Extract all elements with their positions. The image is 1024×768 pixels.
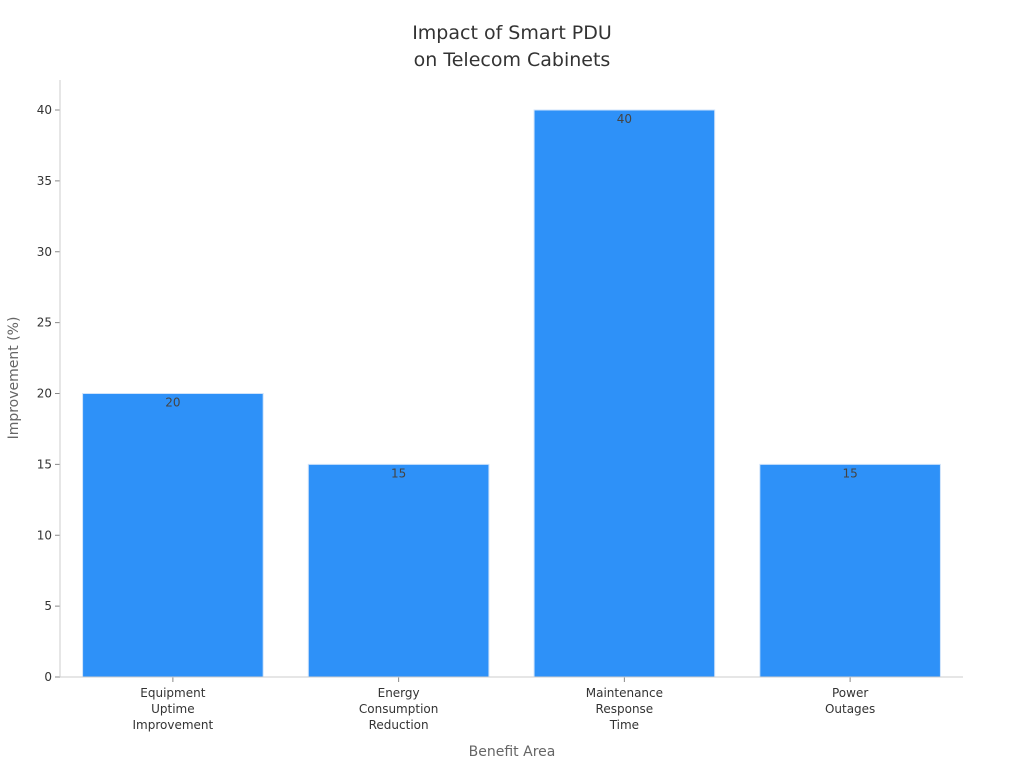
x-tick-label: Maintenance	[586, 686, 663, 700]
bar	[533, 109, 716, 678]
chart-title-line-1: Impact of Smart PDU	[412, 22, 612, 44]
x-tick-label: Time	[609, 718, 639, 732]
bar	[759, 463, 941, 678]
y-axis-label: Improvement (%)	[6, 317, 22, 440]
y-tick-label: 30	[37, 245, 52, 259]
data-label: 15	[842, 466, 857, 480]
x-tick-label: Improvement	[133, 718, 214, 732]
x-tick-label: Consumption	[359, 702, 438, 716]
x-tick-label: Power	[832, 686, 868, 700]
x-tick-label: Reduction	[369, 718, 429, 732]
bar	[307, 463, 490, 678]
data-label: 40	[617, 112, 632, 126]
y-tick-label: 5	[44, 599, 52, 613]
data-label: 20	[165, 396, 180, 410]
y-tick-label: 10	[37, 528, 52, 542]
x-axis-label: Benefit Area	[469, 744, 556, 760]
x-tick-label: Outages	[825, 702, 875, 716]
x-tick-label: Energy	[378, 686, 420, 700]
y-tick-label: 0	[44, 670, 52, 684]
data-label: 15	[391, 466, 406, 480]
chart-title-line-2: on Telecom Cabinets	[414, 49, 611, 71]
x-tick-label: Uptime	[151, 702, 195, 716]
y-tick-label: 15	[37, 457, 52, 471]
x-tick-label: Response	[596, 702, 654, 716]
y-tick-label: 25	[37, 316, 52, 330]
y-tick-label: 35	[37, 174, 52, 188]
bar	[82, 393, 264, 678]
y-tick-label: 20	[37, 387, 52, 401]
x-tick-label: Equipment	[140, 686, 205, 700]
y-tick-label: 40	[37, 103, 52, 117]
